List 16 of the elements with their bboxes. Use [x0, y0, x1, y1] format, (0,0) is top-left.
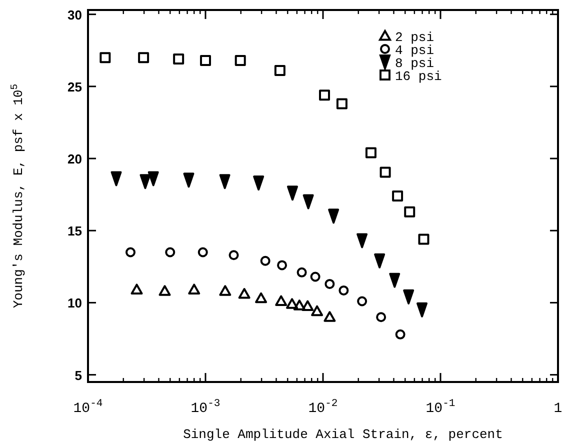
- y-tick-label: 30: [68, 7, 82, 22]
- legend-label: 16 psi: [395, 69, 442, 84]
- y-tick-label: 20: [68, 152, 82, 167]
- legend-label: 8 psi: [395, 56, 434, 71]
- x-tick-label: 10$^{-4}$: [73, 398, 103, 417]
- legend-label: 4 psi: [395, 43, 434, 58]
- legend-label: 2 psi: [395, 30, 434, 45]
- x-tick-label: 1: [554, 401, 562, 417]
- x-tick-label: 10$^{-3}$: [190, 398, 220, 417]
- x-axis-title: Single Amplitude Axial Strain, ε, percent: [183, 427, 503, 442]
- y-tick-label: 25: [68, 79, 82, 94]
- y-tick-label: 10: [68, 296, 82, 311]
- y-tick-label: 5: [74, 368, 82, 383]
- x-tick-label: 10$^{-2}$: [308, 398, 338, 417]
- y-tick-label: 15: [68, 224, 82, 239]
- x-tick-label: 10$^{-1}$: [426, 398, 456, 417]
